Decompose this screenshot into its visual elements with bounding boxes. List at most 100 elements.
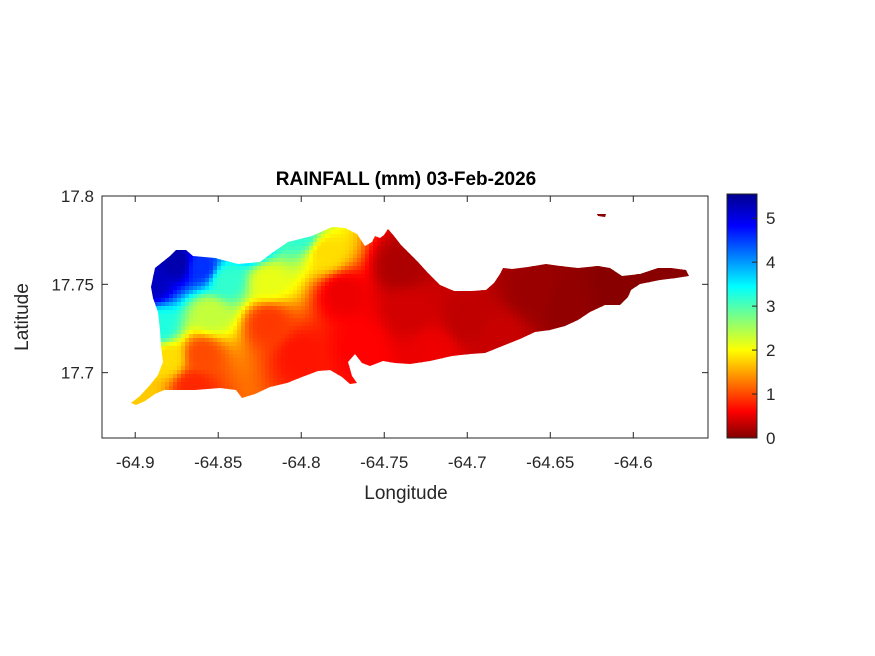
heat-cell — [437, 314, 442, 319]
heat-cell — [177, 282, 182, 287]
heat-cell — [505, 322, 510, 327]
heat-cell — [225, 306, 230, 311]
heat-cell — [221, 278, 226, 283]
heat-cell — [305, 254, 310, 259]
heat-cell — [365, 258, 370, 263]
heat-cell — [601, 286, 606, 291]
heat-cell — [501, 326, 506, 331]
heat-cell — [501, 190, 506, 195]
heat-cell — [289, 278, 294, 283]
heat-cell — [529, 274, 534, 279]
heat-cell — [485, 190, 490, 195]
heat-cell — [177, 314, 182, 319]
heat-cell — [337, 262, 342, 267]
heat-cell — [205, 278, 210, 283]
heat-cell — [345, 326, 350, 331]
heat-cell — [213, 314, 218, 319]
heat-cell — [413, 270, 418, 275]
heat-cell — [377, 314, 382, 319]
heat-cell — [445, 286, 450, 291]
heat-cell — [177, 290, 182, 295]
heat-cell — [225, 262, 230, 267]
heat-cell — [521, 318, 526, 323]
heat-cell — [621, 298, 626, 303]
heat-cell — [421, 294, 426, 299]
heat-cell — [521, 266, 526, 271]
heat-cell — [157, 278, 162, 283]
heat-cell — [193, 190, 198, 195]
heat-cell — [393, 294, 398, 299]
heat-cell — [377, 266, 382, 271]
heat-cell — [489, 318, 494, 323]
heat-cell — [533, 318, 538, 323]
heat-cell — [321, 262, 326, 267]
heat-cell — [269, 302, 274, 307]
heat-cell — [265, 322, 270, 327]
heat-cell — [605, 190, 610, 195]
heat-cell — [185, 298, 190, 303]
heat-cell — [277, 326, 282, 331]
heat-cell — [325, 250, 330, 255]
heat-cell — [293, 306, 298, 311]
heat-cell — [377, 278, 382, 283]
heat-cell — [309, 258, 314, 263]
heat-cell — [233, 314, 238, 319]
heat-cell — [345, 302, 350, 307]
heat-cell — [365, 294, 370, 299]
heat-cell — [653, 274, 658, 279]
heat-cell — [417, 270, 422, 275]
heat-cell — [201, 262, 206, 267]
heat-cell — [397, 302, 402, 307]
heat-cell — [477, 290, 482, 295]
heat-cell — [397, 282, 402, 287]
heat-cell — [689, 190, 694, 195]
heat-cell — [541, 290, 546, 295]
heat-cell — [201, 258, 206, 263]
heat-cell — [305, 310, 310, 315]
heat-cell — [221, 310, 226, 315]
heat-cell — [237, 262, 242, 267]
heat-cell — [401, 294, 406, 299]
heat-cell — [233, 322, 238, 327]
heat-cell — [621, 294, 626, 299]
heat-cell — [201, 294, 206, 299]
heat-cell — [273, 294, 278, 299]
heat-cell — [617, 298, 622, 303]
heat-cell — [609, 290, 614, 295]
heat-cell — [337, 230, 342, 235]
heat-cell — [137, 190, 142, 195]
heat-cell — [273, 278, 278, 283]
heat-cell — [265, 302, 270, 307]
heat-cell — [285, 290, 290, 295]
heat-cell — [649, 274, 654, 279]
heat-cell — [341, 246, 346, 251]
heat-cell — [329, 266, 334, 271]
heat-cell — [413, 190, 418, 195]
heat-cell — [329, 270, 334, 275]
heat-cell — [265, 258, 270, 263]
heat-cell — [241, 322, 246, 327]
heat-cell — [601, 274, 606, 279]
heat-cell — [361, 290, 366, 295]
heat-cell — [553, 302, 558, 307]
heat-cell — [357, 314, 362, 319]
heat-cell — [425, 270, 430, 275]
heat-cell — [441, 314, 446, 319]
heat-cell — [165, 190, 170, 195]
heat-cell — [457, 290, 462, 295]
heat-cell — [385, 266, 390, 271]
heat-cell — [517, 278, 522, 283]
heat-cell — [265, 310, 270, 315]
heat-cell — [317, 322, 322, 327]
heat-cell — [465, 302, 470, 307]
heat-cell — [257, 266, 262, 271]
heat-cell — [349, 298, 354, 303]
heat-cell — [309, 274, 314, 279]
heat-cell — [661, 266, 666, 271]
heat-cell — [601, 190, 606, 195]
heat-cell — [233, 278, 238, 283]
heat-cell — [589, 302, 594, 307]
heat-cell — [601, 302, 606, 307]
heat-cell — [285, 294, 290, 299]
heat-cell — [457, 326, 462, 331]
